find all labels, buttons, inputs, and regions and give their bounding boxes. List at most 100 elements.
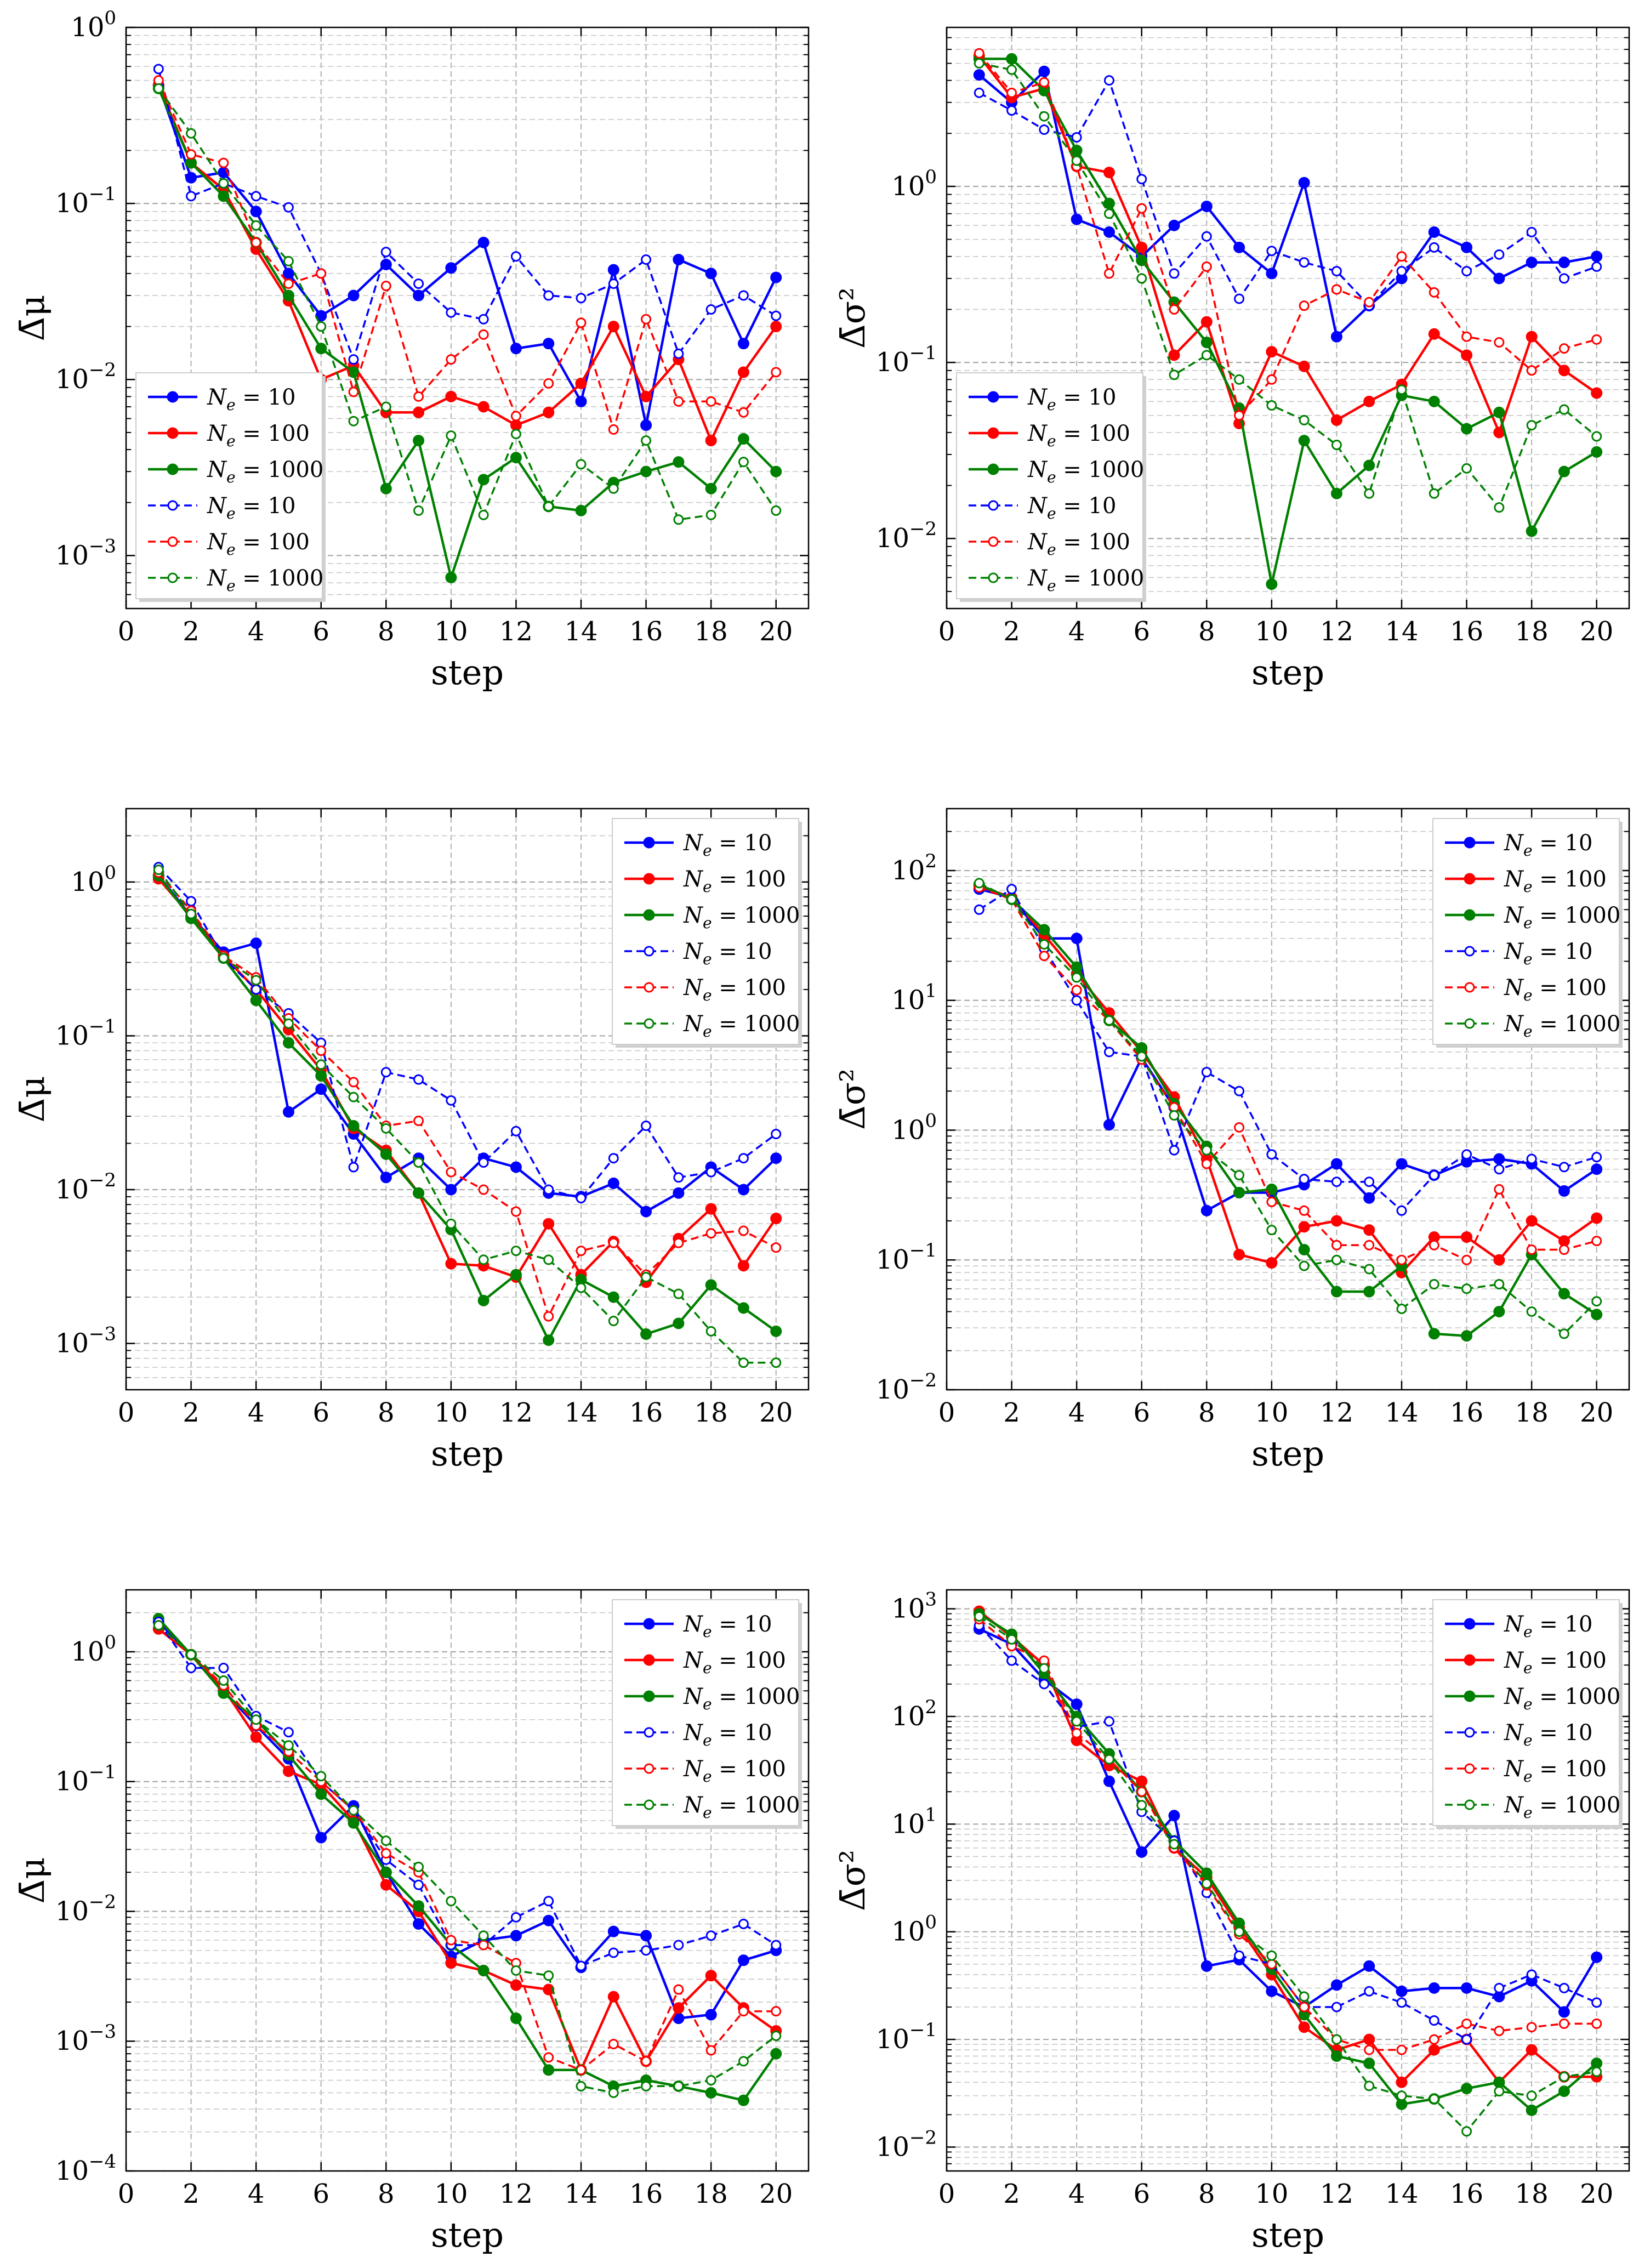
data-point: [771, 2006, 782, 2017]
data-point: [477, 1964, 490, 1976]
data-point: [738, 2006, 749, 2017]
data-point: [1493, 2076, 1505, 2088]
x-tick-label: 20: [1580, 2179, 1613, 2209]
data-point: [1429, 1240, 1439, 1250]
data-point: [1136, 254, 1148, 266]
data-point: [1526, 2022, 1537, 2033]
data-point: [1006, 105, 1017, 116]
data-point: [1591, 2066, 1602, 2077]
y-tick-label: 103: [891, 1589, 937, 1624]
data-point: [1103, 268, 1114, 279]
data-point: [1494, 1279, 1505, 1290]
data-point: [543, 406, 555, 418]
legend-marker: [167, 536, 178, 547]
plot-area: [152, 862, 782, 1368]
legend-marker: [1464, 946, 1475, 957]
data-point: [1558, 1982, 1569, 1993]
legend-marker: [987, 427, 999, 439]
data-point: [446, 1896, 457, 1907]
data-point: [1299, 1260, 1310, 1271]
data-point: [1331, 440, 1342, 451]
y-tick-label: 10−1: [876, 2019, 937, 2055]
data-point: [446, 307, 457, 318]
data-point: [1103, 1754, 1114, 1765]
data-point: [770, 321, 782, 333]
legend-label: Ne = 100: [683, 1757, 786, 1786]
data-point: [1330, 487, 1342, 499]
legend-label: Ne = 100: [683, 975, 786, 1004]
x-tick-label: 8: [1198, 2179, 1215, 2209]
data-point: [478, 509, 489, 520]
data-point: [641, 1945, 652, 1956]
x-tick-label: 14: [1385, 1397, 1418, 1428]
data-point: [1330, 1158, 1342, 1170]
data-point: [1071, 961, 1083, 973]
y-tick-label: 101: [891, 1804, 937, 1839]
data-point: [770, 465, 782, 478]
data-point: [1363, 2033, 1375, 2045]
data-point: [186, 1649, 197, 1660]
legend-label: Ne = 10: [1027, 493, 1116, 522]
legend-box: [1432, 1599, 1620, 1826]
data-point: [771, 2030, 782, 2041]
data-point: [770, 1325, 782, 1337]
data-point: [380, 1123, 391, 1134]
data-point: [1363, 2057, 1375, 2070]
data-point: [1494, 2026, 1505, 2037]
data-point: [1266, 1225, 1277, 1236]
data-point: [1266, 346, 1278, 358]
legend-marker: [643, 1690, 655, 1702]
data-point: [673, 456, 685, 468]
data-point: [1201, 261, 1212, 272]
x-tick-label: 14: [564, 2179, 597, 2209]
data-point: [283, 1018, 294, 1029]
data-point: [153, 83, 164, 94]
data-point: [478, 1254, 489, 1265]
y-tick-label: 10−1: [55, 1761, 116, 1797]
data-point: [1493, 406, 1505, 418]
data-point: [576, 1193, 587, 1204]
y-tick-label: 102: [891, 850, 937, 886]
data-point: [974, 1611, 984, 1622]
data-point: [1330, 414, 1342, 426]
data-point: [1233, 241, 1245, 253]
data-point: [1364, 1264, 1375, 1275]
data-point: [705, 482, 717, 494]
data-point: [543, 1311, 554, 1322]
data-point: [348, 1805, 359, 1816]
data-point: [575, 377, 587, 389]
x-tick-label: 6: [312, 1397, 329, 1428]
legend-marker: [643, 873, 655, 885]
x-tick-label: 0: [118, 2179, 135, 2209]
data-point: [705, 509, 716, 520]
data-point: [737, 1260, 749, 1272]
data-point: [641, 1121, 652, 1132]
data-point: [1039, 939, 1050, 950]
series-line-2: [157, 1628, 777, 2072]
data-point: [1461, 1231, 1473, 1243]
series-line-5: [978, 886, 1597, 1261]
series-line-6: [158, 1624, 777, 2094]
data-point: [1103, 75, 1114, 86]
data-point: [1461, 331, 1472, 342]
x-tick-label: 4: [248, 616, 265, 647]
data-point: [641, 2056, 652, 2067]
series-line-5: [978, 1618, 1597, 2051]
data-point: [218, 1675, 229, 1686]
axes-frame: [125, 1589, 810, 2172]
data-point: [283, 255, 294, 266]
data-point: [543, 1184, 554, 1195]
data-point: [1039, 1679, 1050, 1690]
plot-area: [973, 878, 1603, 1342]
data-point: [1429, 287, 1439, 298]
y-axis-label: Δ̄σ²: [833, 287, 873, 349]
data-point: [575, 395, 587, 407]
legend-box: [956, 372, 1143, 599]
data-point: [543, 2052, 554, 2063]
data-point: [1234, 1950, 1245, 1961]
y-axis-label: Δ̄σ²: [833, 1850, 873, 1911]
data-point: [1039, 951, 1050, 962]
x-tick-label: 8: [378, 1397, 395, 1428]
data-point: [380, 1148, 392, 1160]
legend-marker: [644, 1763, 655, 1774]
